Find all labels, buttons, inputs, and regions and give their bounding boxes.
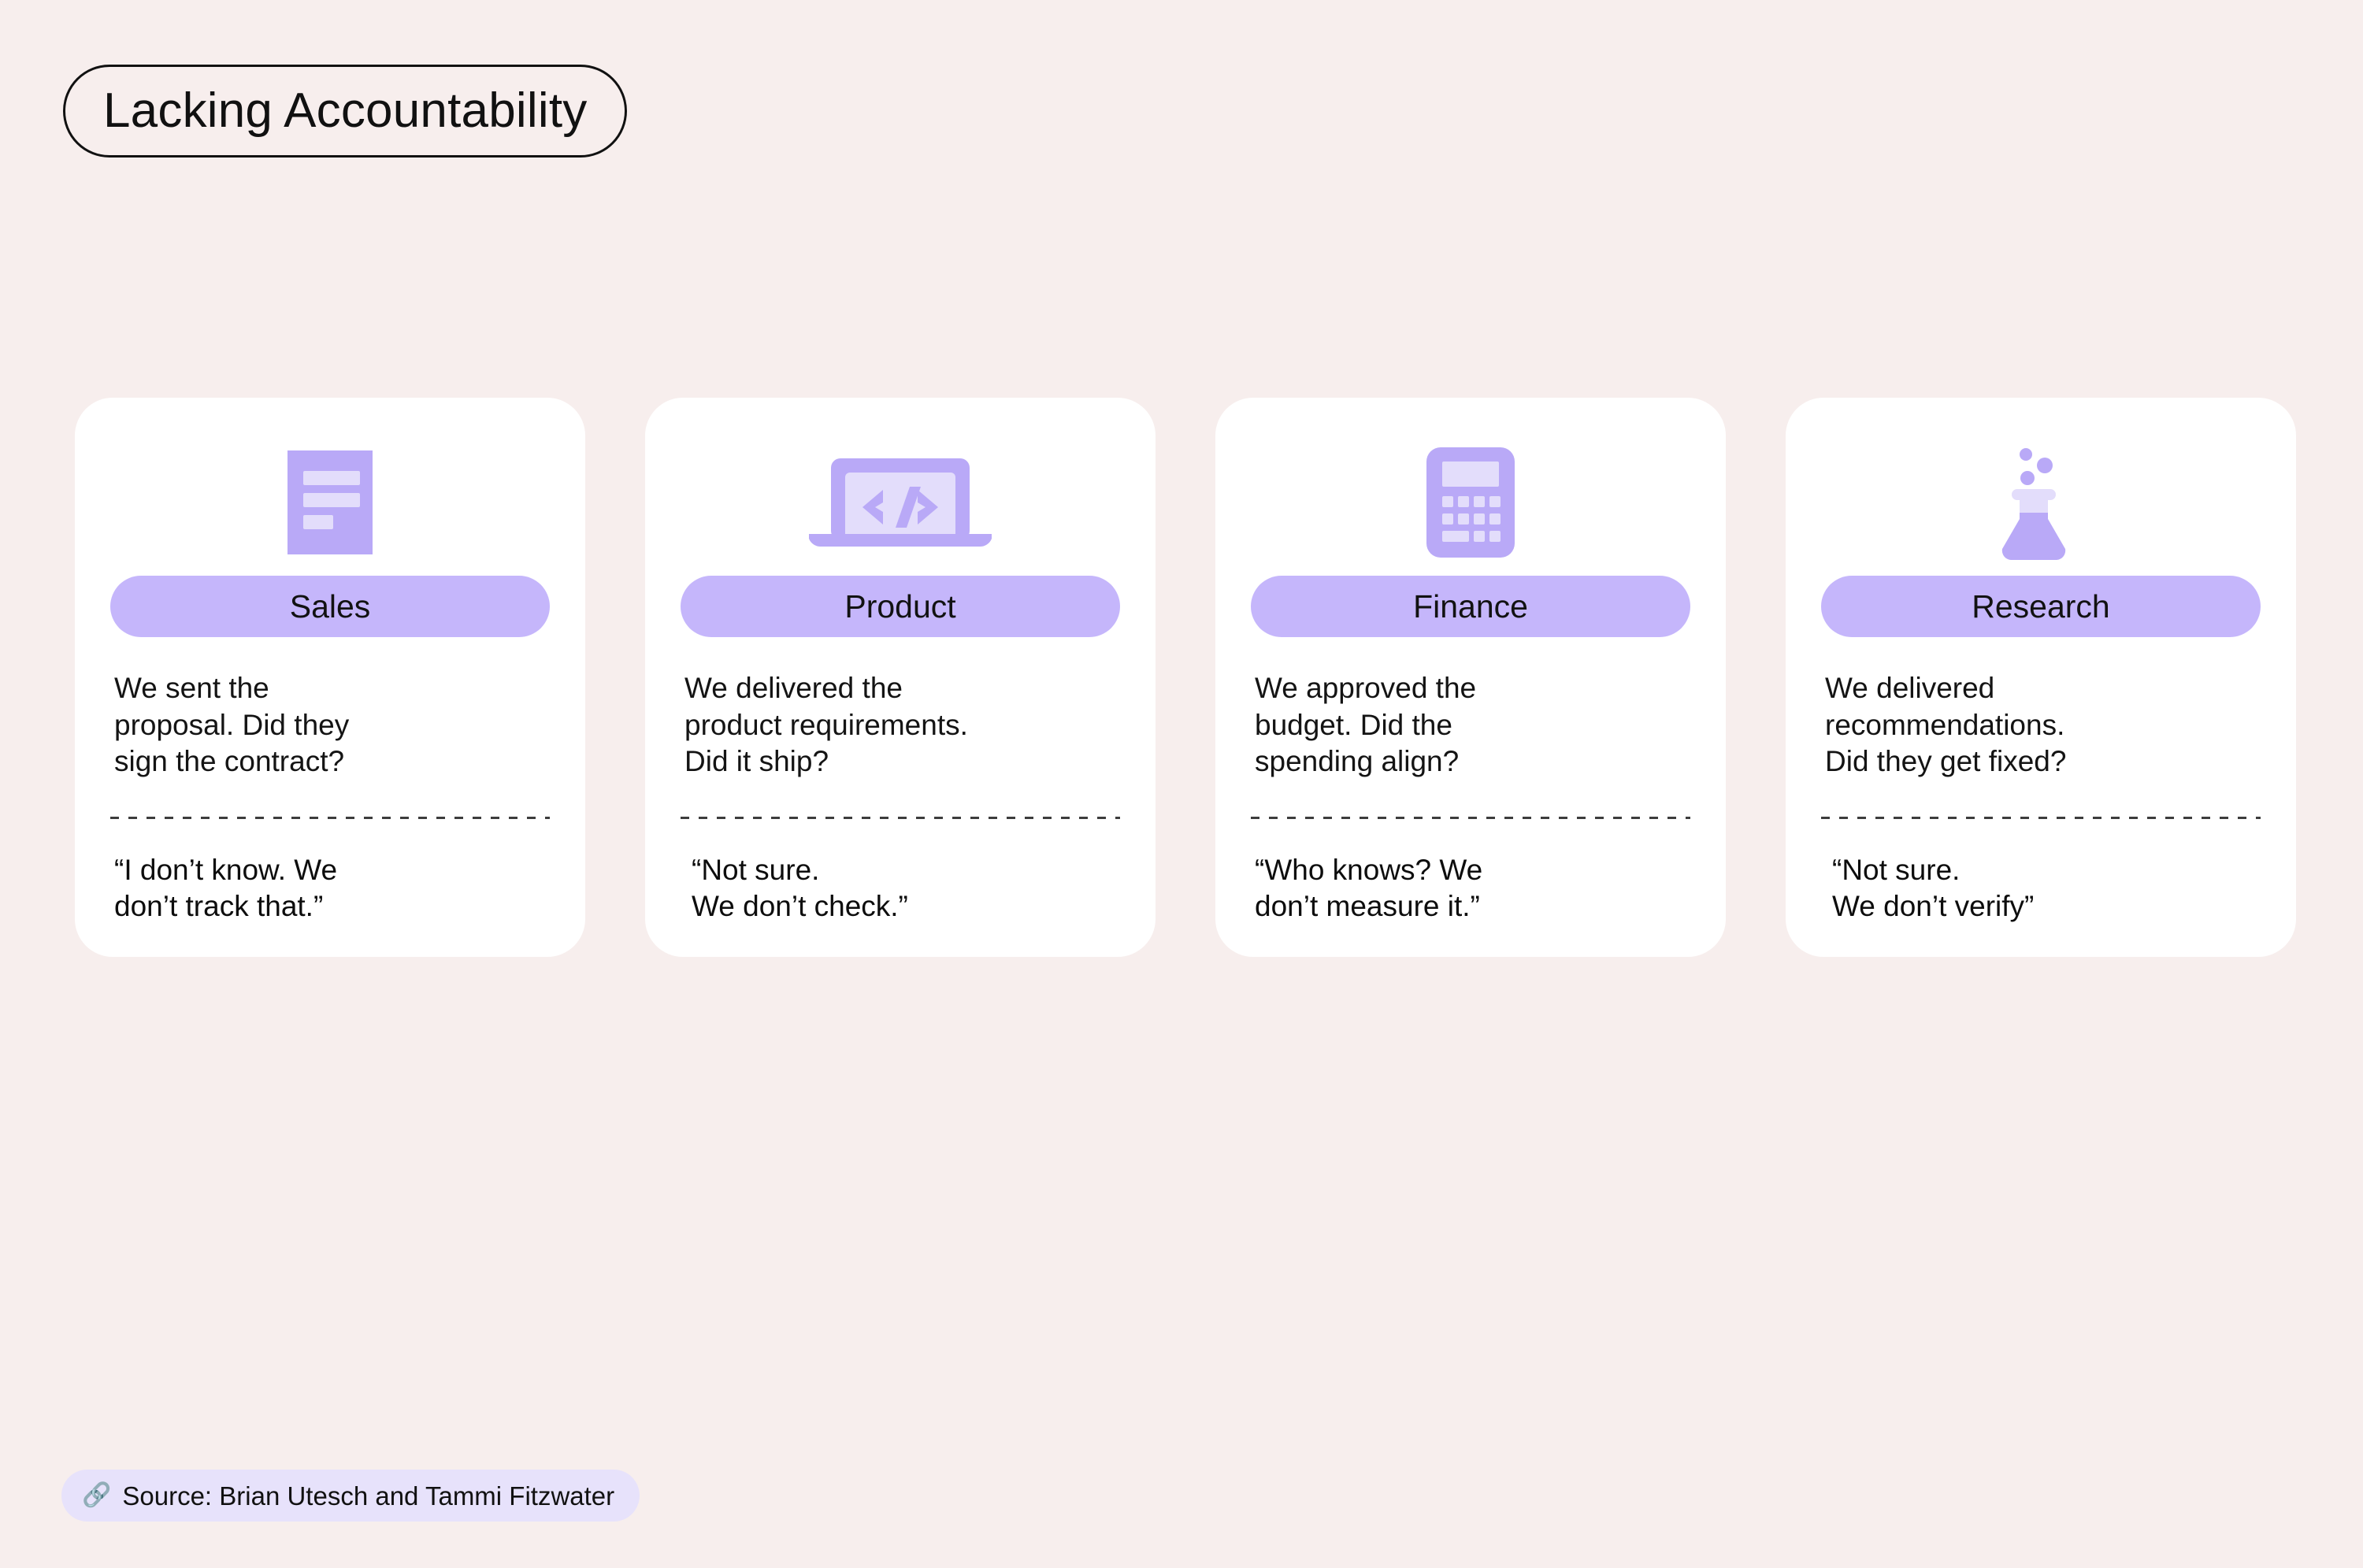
card-divider xyxy=(110,816,550,819)
card-quote: “I don’t know. We don’t track that.” xyxy=(114,853,338,923)
page-title: Lacking Accountability xyxy=(103,83,588,138)
card-label-research[interactable]: Research xyxy=(1821,576,2261,637)
card-label-text: Product xyxy=(844,588,956,625)
card-sales[interactable]: Sales We sent the proposal. Did they sig… xyxy=(75,398,585,958)
card-question: We sent the proposal. Did they sign the … xyxy=(114,672,350,778)
flask-icon xyxy=(1821,443,2261,562)
card-product[interactable]: Product We delivered the product require… xyxy=(645,398,1156,958)
card-question: We approved the budget. Did the spending… xyxy=(1255,672,1477,778)
card-finance[interactable]: Finance We approved the budget. Did the … xyxy=(1215,398,1726,958)
calculator-icon xyxy=(1251,443,1690,562)
page-title-pill: Lacking Accountability xyxy=(63,65,628,158)
card-label-product[interactable]: Product xyxy=(681,576,1120,637)
card-label-finance[interactable]: Finance xyxy=(1251,576,1690,637)
source-text: Source: Brian Utesch and Tammi Fitzwater xyxy=(122,1481,615,1511)
card-label-text: Sales xyxy=(289,588,371,625)
card-label-text: Finance xyxy=(1413,588,1528,625)
card-label-text: Research xyxy=(1972,588,2110,625)
document-icon xyxy=(110,443,550,562)
source-pill[interactable]: 🔗 Source: Brian Utesch and Tammi Fitzwat… xyxy=(61,1470,640,1522)
card-divider xyxy=(681,816,1120,819)
card-question: We delivered the product requirements. D… xyxy=(684,672,968,778)
card-divider xyxy=(1251,816,1690,819)
card-quote: “Not sure. We don’t verify” xyxy=(1832,853,2035,923)
card-quote: “Who knows? We don’t measure it.” xyxy=(1255,853,1483,923)
link-icon: 🔗 xyxy=(82,1482,112,1508)
cards-row: Sales We sent the proposal. Did they sig… xyxy=(75,398,2296,958)
card-label-sales[interactable]: Sales xyxy=(110,576,550,637)
card-quote: “Not sure. We don’t check.” xyxy=(692,853,908,923)
laptop-code-icon xyxy=(681,443,1120,562)
card-question: We delivered recommendations. Did they g… xyxy=(1825,672,2067,778)
card-research[interactable]: Research We delivered recommendations. D… xyxy=(1786,398,2296,958)
card-divider xyxy=(1821,816,2261,819)
